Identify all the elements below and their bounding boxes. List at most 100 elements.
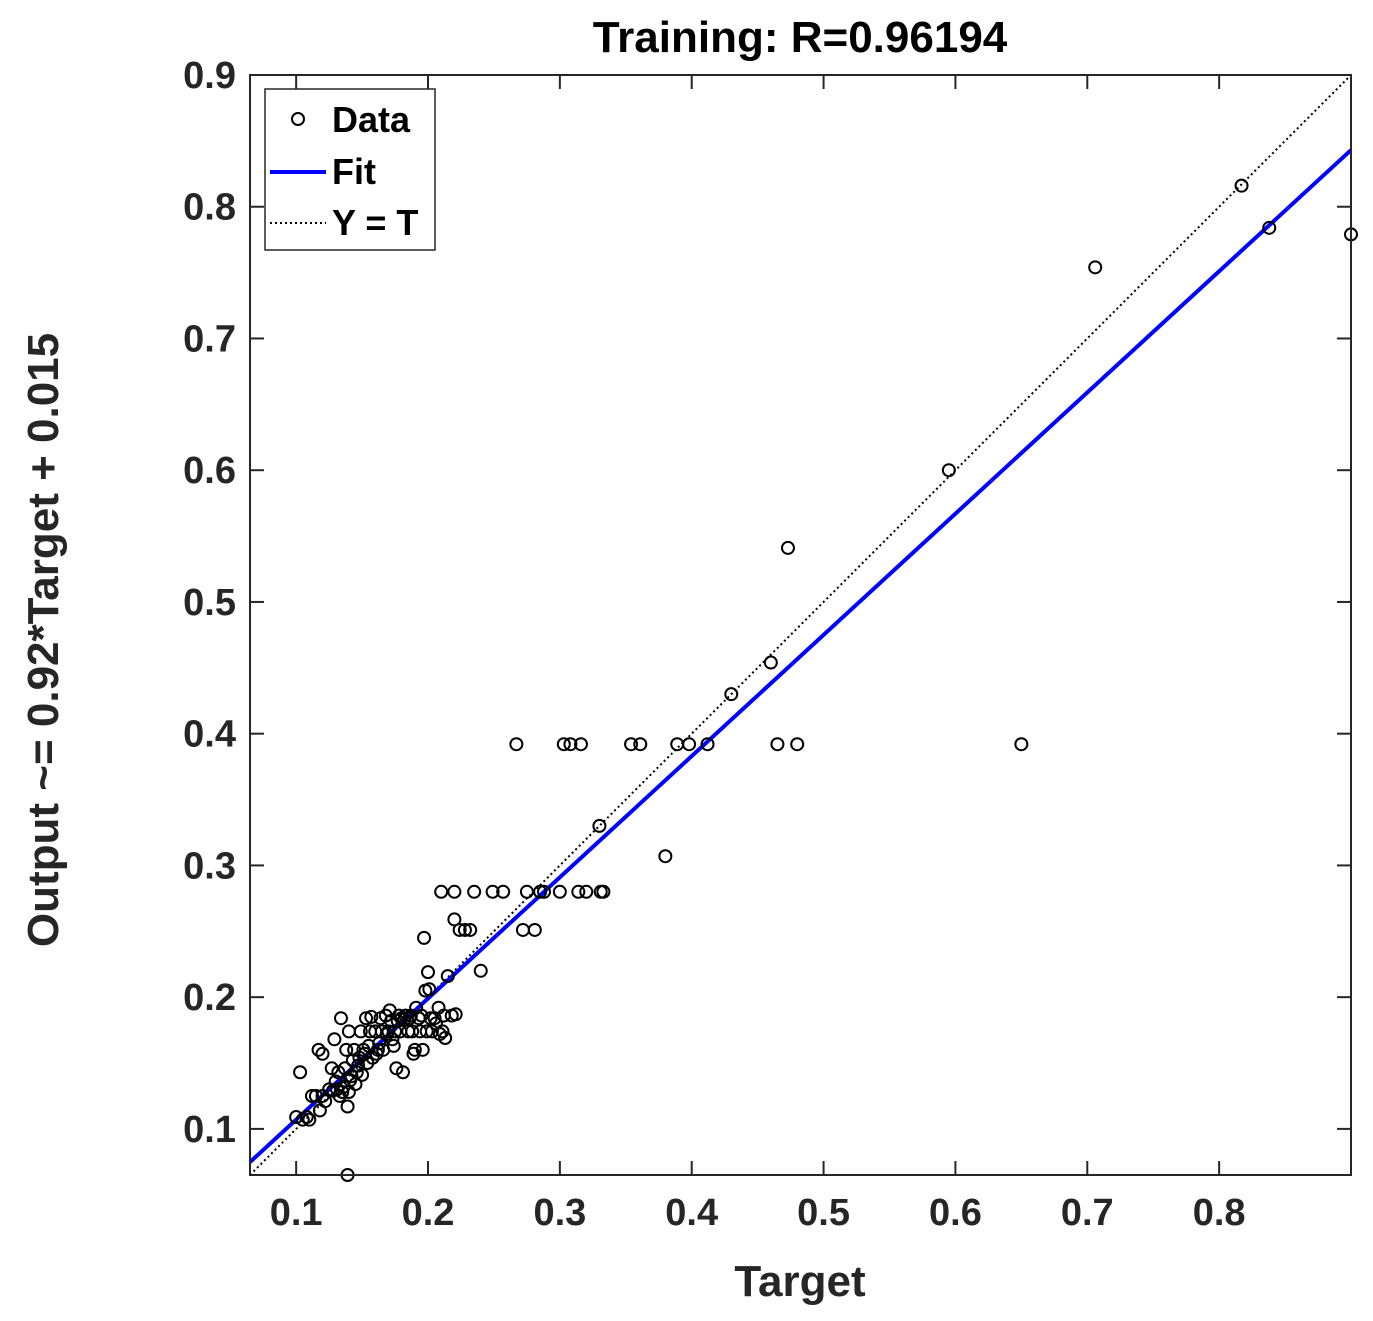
data-point — [424, 1024, 439, 1039]
x-tick-label: 0.1 — [270, 1192, 323, 1234]
y-tick-label: 0.6 — [183, 450, 236, 492]
data-point — [421, 965, 436, 980]
data-point — [318, 1094, 333, 1109]
data-point — [592, 818, 607, 833]
data-point — [407, 1042, 422, 1057]
data-point — [448, 1007, 463, 1022]
x-tick-label: 0.7 — [1061, 1192, 1114, 1234]
data-point — [519, 884, 534, 899]
data-point — [941, 463, 956, 478]
data-point — [780, 540, 795, 555]
y-tick-label: 0.3 — [183, 845, 236, 887]
data-point — [289, 1110, 304, 1125]
data-point — [447, 884, 462, 899]
data-point — [1014, 737, 1029, 752]
data-point — [422, 982, 437, 997]
data-point — [658, 849, 673, 864]
x-axis-label: Target — [734, 1257, 866, 1306]
data-point — [573, 737, 588, 752]
data-point — [485, 884, 500, 899]
data-point — [527, 922, 542, 937]
data-point — [355, 1067, 370, 1082]
data-point — [434, 884, 449, 899]
data-point — [364, 1009, 379, 1024]
y-tick-label: 0.7 — [183, 318, 236, 360]
x-tick-labels: 0.1 0.2 0.3 0.4 0.5 0.6 0.7 0.8 — [270, 1192, 1246, 1234]
data-point — [633, 737, 648, 752]
data-point — [1234, 178, 1249, 193]
data-point — [509, 737, 524, 752]
data-point — [435, 1024, 450, 1039]
data-point — [473, 963, 488, 978]
data-point — [438, 1030, 453, 1045]
data-point — [790, 737, 805, 752]
data-point — [579, 884, 594, 899]
data-point — [311, 1042, 326, 1057]
data-point — [1262, 220, 1277, 235]
y-axis-label: Output ~= 0.92*Target + 0.015 — [19, 333, 68, 947]
data-point — [670, 737, 685, 752]
data-point — [552, 884, 567, 899]
data-point — [353, 1024, 368, 1039]
x-axis-ticks — [295, 75, 1221, 1175]
data-point — [515, 922, 530, 937]
data-points — [289, 178, 1358, 1182]
y-tick-label: 0.8 — [183, 187, 236, 229]
data-point — [405, 1024, 420, 1039]
identity-line — [249, 74, 1352, 1176]
data-point — [335, 1085, 350, 1100]
y-tick-label: 0.2 — [183, 977, 236, 1019]
data-point — [327, 1032, 342, 1047]
legend-data-marker — [291, 112, 305, 126]
data-point — [440, 969, 455, 984]
x-tick-label: 0.5 — [797, 1192, 850, 1234]
data-point — [682, 737, 697, 752]
data-point — [359, 1011, 374, 1026]
data-point — [304, 1088, 319, 1103]
y-tick-label: 0.9 — [183, 55, 236, 97]
data-point — [537, 884, 552, 899]
x-tick-label: 0.6 — [929, 1192, 982, 1234]
x-tick-label: 0.2 — [402, 1192, 455, 1234]
data-point — [700, 737, 715, 752]
x-tick-label: 0.8 — [1193, 1192, 1246, 1234]
data-point — [724, 687, 739, 702]
data-point — [341, 1024, 356, 1039]
plot-area-frame — [249, 74, 1352, 1176]
legend-identity-label: Y = T — [332, 202, 418, 243]
data-point — [467, 884, 482, 899]
y-tick-labels: 0.1 0.2 0.3 0.4 0.5 0.6 0.7 0.8 0.9 — [183, 55, 236, 1151]
x-tick-label: 0.4 — [665, 1192, 718, 1234]
data-point — [770, 737, 785, 752]
x-tick-label: 0.3 — [533, 1192, 586, 1234]
data-point — [763, 655, 778, 670]
data-point — [302, 1112, 317, 1127]
data-point — [385, 1032, 400, 1047]
data-point — [417, 930, 432, 945]
legend-fit-label: Fit — [332, 151, 376, 192]
data-point — [395, 1065, 410, 1080]
data-point — [556, 737, 571, 752]
legend: Data Fit Y = T — [264, 88, 436, 251]
data-point — [452, 922, 467, 937]
data-point — [386, 1038, 401, 1053]
data-point — [299, 1110, 314, 1125]
data-point — [463, 922, 478, 937]
data-point — [496, 884, 511, 899]
data-point — [419, 1024, 434, 1039]
data-point — [415, 1042, 430, 1057]
data-point — [293, 1065, 308, 1080]
chart-title: Training: R=0.96194 — [593, 13, 1008, 62]
legend-data-label: Data — [332, 99, 411, 140]
data-point — [596, 884, 611, 899]
data-point — [370, 1042, 385, 1057]
y-tick-label: 0.4 — [183, 714, 236, 756]
data-point — [1088, 260, 1103, 275]
data-point — [624, 737, 639, 752]
data-point — [333, 1011, 348, 1026]
data-point — [563, 737, 578, 752]
data-point — [571, 884, 586, 899]
y-tick-label: 0.5 — [183, 582, 236, 624]
y-tick-label: 0.1 — [183, 1109, 236, 1151]
